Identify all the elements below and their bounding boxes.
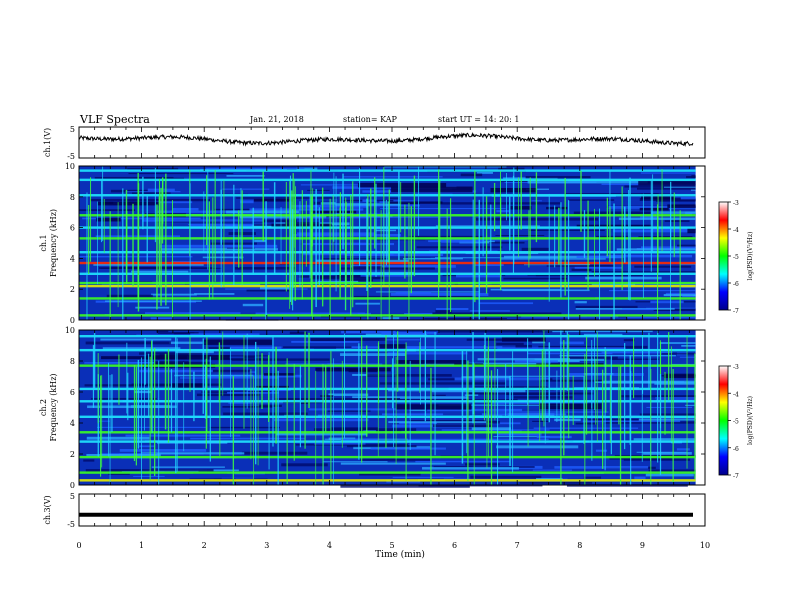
x-axis-label: Time (min)	[375, 549, 425, 560]
ch1-spectrogram-band	[79, 226, 696, 229]
ch2-spectrogram-panel: 0 2 4 6 8 10 ch.2 Frequency (kHz)	[39, 326, 706, 490]
x-tick-label: 7	[515, 541, 520, 550]
ch1-spectrogram-band	[79, 237, 696, 240]
colorbar-tick: -7	[733, 473, 739, 480]
x-tick-label: 8	[577, 541, 582, 550]
colorbar-tick: -6	[733, 446, 739, 453]
ch1-waveform-panel: 5 -5 ch.1(V)	[43, 125, 706, 161]
ch1-waveform-ylabel: ch.1(V)	[43, 128, 52, 157]
ch1-spectrogram-band	[79, 251, 696, 254]
ch1-waveform-ytick-top: 5	[70, 125, 75, 134]
colorbar-gradient	[718, 201, 729, 311]
ch2-spectrogram-band	[79, 440, 696, 443]
ch1-spectrogram-ytick: 8	[70, 193, 75, 202]
ch1-spectrogram-band	[79, 314, 696, 317]
colorbar-label: log(PSD)(V²/Hz)	[747, 232, 754, 281]
x-tick-label: 3	[264, 541, 269, 550]
ch1-spectrogram-band	[79, 169, 696, 172]
x-tick-label: 2	[202, 541, 207, 550]
ch2-spectrogram-channel-label: ch.2	[39, 399, 48, 416]
ch2-spectrogram-band	[79, 415, 696, 418]
ch2-spectrogram-band	[79, 431, 696, 434]
ch2-spectrogram-ylabel: Frequency (kHz)	[49, 373, 58, 441]
ch1-spectrogram-band	[79, 297, 696, 300]
colorbar-tick: -6	[733, 281, 739, 288]
colorbar-tick: -5	[733, 419, 739, 426]
x-tick-label: 0	[76, 541, 81, 550]
ch1-spectrogram-ytick: 0	[70, 316, 75, 325]
ch1-spectrogram-band	[79, 214, 696, 217]
colorbar-tick: -3	[733, 200, 739, 207]
ch1-spectrogram-band	[79, 281, 696, 285]
ch2-colorbar: -3 -4 -5 -6 -7 log(PSD)(V²/Hz)	[718, 364, 754, 480]
colorbar-tick: -4	[733, 391, 739, 398]
ch2-spectrogram-band	[79, 364, 696, 367]
ch2-spectrogram-band	[79, 455, 696, 459]
ch1-spectrogram-channel-label: ch.1	[39, 234, 48, 251]
ch2-spectrogram-ytick: 8	[70, 357, 75, 366]
start-time-label: start UT = 14: 20: 1	[438, 115, 519, 124]
colorbar-tick: -4	[733, 227, 739, 234]
ch1-spectrogram-ylabel: Frequency (kHz)	[49, 209, 58, 277]
ch2-spectrogram-band	[79, 348, 696, 352]
ch2-spectrogram-band	[79, 471, 696, 474]
ch3-waveform-ytick-bottom: -5	[67, 520, 75, 529]
figure-title: VLF Spectra	[79, 113, 150, 126]
ch3-waveform-panel: 5 -5 ch.3(V)	[43, 492, 706, 529]
ch1-spectrogram-band	[79, 261, 696, 265]
ch1-spectrogram-band	[79, 194, 696, 197]
ch1-spectrogram-band	[79, 284, 696, 288]
ch2-spectrogram-band	[79, 335, 696, 338]
ch3-waveform-ylabel: ch.3(V)	[43, 495, 52, 524]
ch2-spectrogram-band	[79, 400, 696, 403]
ch2-spectrogram-ytick: 10	[65, 326, 75, 335]
ch2-spectrogram-ytick: 4	[70, 419, 75, 428]
x-tick-label: 6	[452, 541, 457, 550]
ch3-waveform-ytick-top: 5	[70, 492, 75, 501]
colorbar-tick: -7	[733, 308, 739, 315]
ch1-colorbar: -3 -4 -5 -6 -7 log(PSD)(V²/Hz)	[718, 200, 754, 315]
ch1-spectrogram-ytick: 10	[65, 162, 75, 171]
colorbar-label: log(PSD)(V²/Hz)	[747, 396, 754, 445]
ch1-waveform-trace	[78, 132, 694, 148]
date-label: Jan. 21, 2018	[249, 115, 304, 124]
ch1-spectrogram-ytick: 4	[70, 254, 75, 263]
colorbar-gradient	[718, 365, 729, 476]
ch1-waveform-ytick-bottom: -5	[67, 152, 75, 161]
station-label: station= KAP	[343, 115, 398, 124]
ch1-spectrogram-ytick: 6	[70, 224, 75, 233]
ch2-spectrogram-ytick: 2	[70, 450, 75, 459]
ch2-spectrogram-band	[79, 387, 696, 391]
colorbar-tick: -3	[733, 364, 739, 371]
time-axis: 0 1 2 3 4 5 6 7 8 9 10	[76, 541, 710, 550]
ch1-spectrogram-band	[79, 272, 696, 275]
ch2-spectrogram-ytick: 6	[70, 388, 75, 397]
x-tick-label: 4	[327, 541, 332, 550]
x-tick-label: 1	[139, 541, 144, 550]
x-tick-label: 5	[389, 541, 394, 550]
ch2-spectrogram-band	[79, 479, 696, 482]
x-tick-label: 10	[700, 541, 710, 550]
ch1-spectrogram-panel: 0 2 4 6 8 10 ch.1 Frequency (kHz)	[39, 162, 706, 325]
ch2-spectrogram-ytick: 0	[70, 481, 75, 490]
x-tick-label: 9	[640, 541, 645, 550]
colorbar-tick: -5	[733, 254, 739, 261]
ch1-spectrogram-band	[79, 178, 696, 182]
ch1-spectrogram-ytick: 2	[70, 285, 75, 294]
